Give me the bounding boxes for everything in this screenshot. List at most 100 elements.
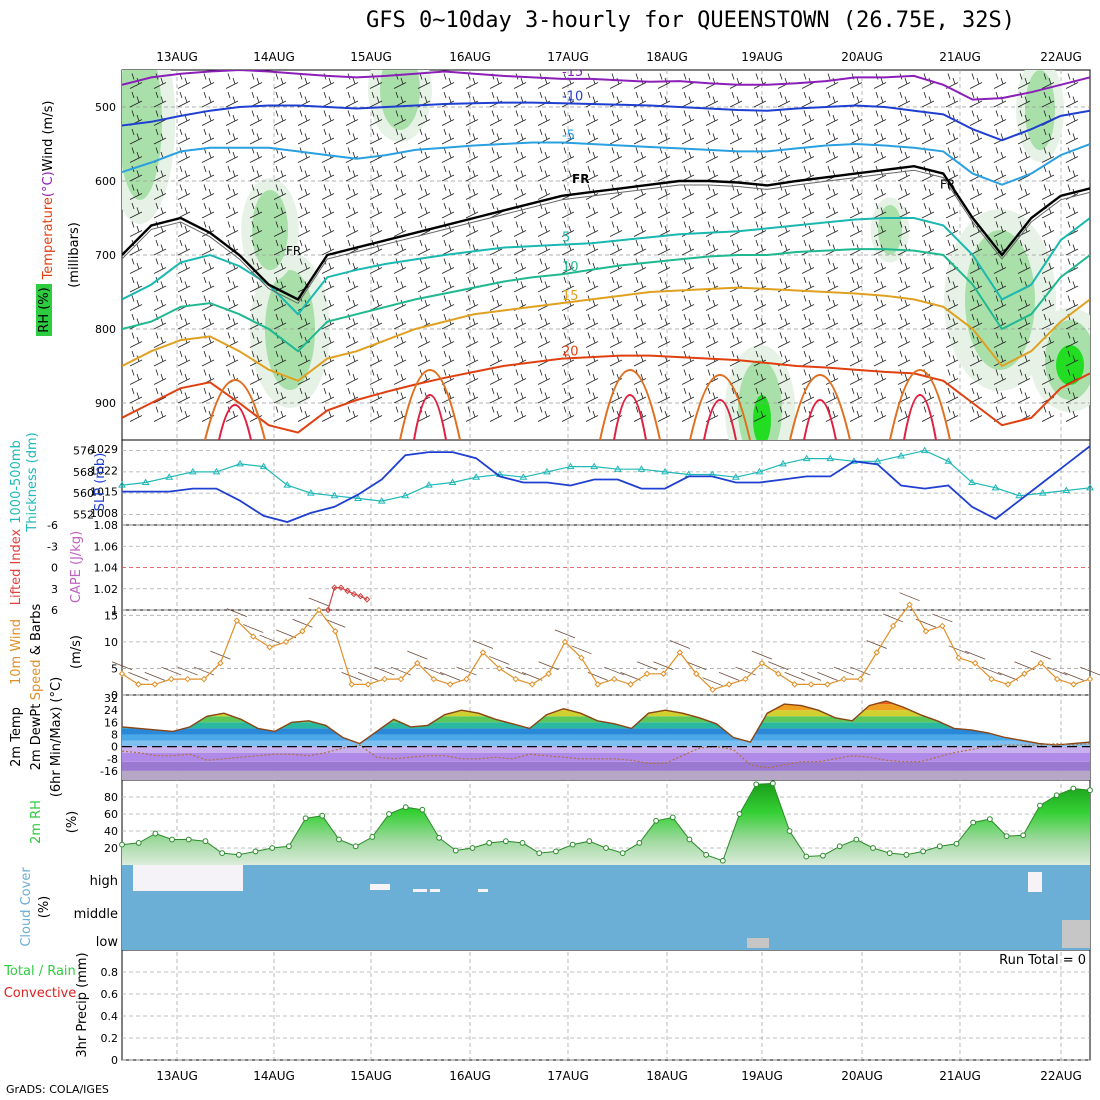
wind-barb (849, 295, 863, 311)
wind-barb (969, 73, 983, 89)
wind-barb (969, 295, 983, 311)
thickness-marker (259, 462, 268, 470)
precip-tick: 0.8 (101, 966, 119, 979)
wind-marker (381, 675, 388, 683)
wind-barb (1065, 128, 1079, 145)
wind-barb (729, 387, 743, 404)
rh-marker (519, 840, 526, 846)
thickness-marker (188, 467, 197, 475)
wind-barb (705, 110, 719, 126)
cloud-clear (1028, 872, 1042, 892)
wind-axis-title: 10m Wind (9, 619, 24, 685)
wind-barb (585, 350, 599, 367)
rh-marker (369, 834, 376, 840)
wind-barb (441, 239, 455, 256)
wind-barb (273, 165, 287, 182)
wind-barb (753, 387, 767, 404)
wind-barb (825, 369, 839, 385)
wind-barb (657, 350, 671, 367)
wind-barb (921, 258, 935, 274)
wind-barb (465, 147, 479, 163)
axis-title-part: (6hr Min/Max) (°C) (49, 677, 64, 797)
wind-barb (345, 332, 359, 348)
wind-barb (129, 332, 143, 348)
wind-barb (225, 276, 239, 293)
rh-marker (1003, 833, 1010, 839)
wind-barb (345, 387, 359, 404)
li-tick: 6 (51, 604, 58, 617)
thickness-marker (802, 454, 811, 462)
wind-barb (393, 313, 407, 330)
wind-barb (129, 128, 143, 145)
wind-barb (489, 184, 503, 200)
wind-barb (273, 184, 287, 200)
cape-tick: 1 (111, 604, 118, 617)
wind-marker (1037, 659, 1044, 667)
wind-barb (321, 387, 335, 404)
pressure-tick: 800 (95, 323, 116, 336)
date-label-bottom: 13AUG (156, 1069, 198, 1083)
wind-barb (897, 184, 911, 200)
wind-barb (417, 73, 431, 89)
cloud-axis-title: Cloud Cover (19, 867, 34, 947)
temp-band (122, 761, 1090, 771)
temp-tick: 8 (111, 728, 118, 741)
wind-axis-title-2: Speed & Barbs (29, 604, 44, 701)
wind-barb (585, 128, 599, 145)
rh-marker (669, 814, 676, 821)
axis-title-part: (m/s) (69, 635, 84, 669)
wind-barb (825, 221, 839, 237)
temp-band (122, 710, 1090, 717)
wind-barb (537, 202, 551, 219)
rh-marker (586, 838, 593, 845)
wind-barb (561, 258, 575, 274)
wind-barb-10m (193, 666, 215, 676)
wind-barb (153, 369, 167, 385)
wind-barb (465, 202, 479, 219)
wind-marker (200, 675, 208, 683)
wind-barb (825, 387, 839, 404)
wind-barb (969, 350, 983, 367)
date-label-top: 19AUG (741, 50, 783, 64)
wind-barb (201, 313, 215, 330)
thickness-marker (425, 481, 433, 488)
wind-marker (135, 681, 142, 688)
wind-barb (993, 165, 1007, 182)
wind-barb (777, 202, 791, 219)
wind-barb (225, 313, 239, 330)
warm-contour (399, 369, 461, 440)
wind-marker (693, 670, 700, 677)
wind10m-chart (111, 592, 1100, 696)
wind-barb (681, 91, 695, 108)
thickness-marker (165, 473, 174, 480)
rh-marker (202, 838, 209, 845)
wind-barb (993, 91, 1007, 108)
rh-tick: 20 (104, 842, 118, 855)
rh-marker (469, 845, 476, 851)
axis-title-part: 3hr Precip (mm) (75, 952, 90, 1057)
wind-barb (873, 313, 887, 330)
wind-barb (1065, 295, 1079, 311)
wind-barb (633, 165, 647, 182)
axis-title-part: SLP (mb) (93, 453, 108, 512)
wind-barb (1065, 239, 1079, 256)
wind-barb-10m (554, 629, 576, 639)
wind-marker (545, 670, 552, 677)
rh-marker (903, 851, 910, 858)
wind-barb-10m (308, 597, 330, 607)
wind-marker (1021, 670, 1028, 677)
wind-barb (873, 73, 887, 89)
wind-barb (273, 258, 287, 274)
wind-barb (345, 202, 359, 219)
wind-barb (753, 110, 767, 126)
axis-title-part: 2m RH (29, 800, 44, 844)
wind-barb (225, 73, 239, 89)
wind-barb (585, 221, 599, 237)
wind-barb (849, 239, 863, 256)
wind-barb-10m (489, 656, 510, 665)
date-label-bottom: 21AUG (939, 1069, 981, 1083)
wind-barb (633, 202, 647, 219)
wind-barb (537, 313, 551, 330)
wind-barb (729, 91, 743, 108)
rh-marker (152, 830, 159, 837)
